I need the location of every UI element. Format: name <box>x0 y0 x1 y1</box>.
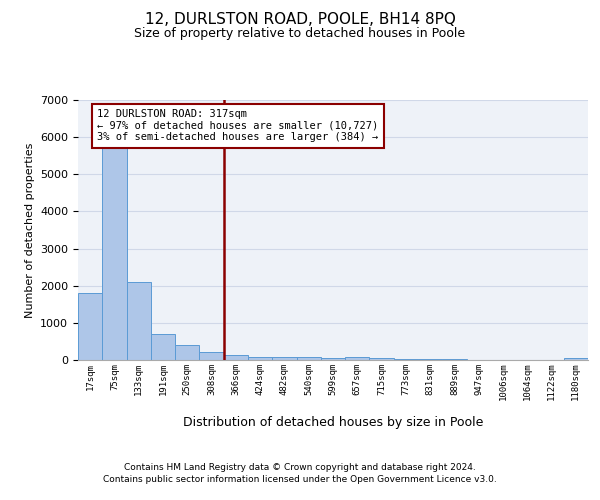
Text: 12, DURLSTON ROAD, POOLE, BH14 8PQ: 12, DURLSTON ROAD, POOLE, BH14 8PQ <box>145 12 455 28</box>
Y-axis label: Number of detached properties: Number of detached properties <box>25 142 35 318</box>
Bar <box>78 293 102 360</box>
Text: Contains public sector information licensed under the Open Government Licence v3: Contains public sector information licen… <box>103 476 497 484</box>
Bar <box>248 356 272 360</box>
Bar <box>564 358 588 360</box>
Bar <box>151 334 175 360</box>
Text: 12 DURLSTON ROAD: 317sqm
← 97% of detached houses are smaller (10,727)
3% of sem: 12 DURLSTON ROAD: 317sqm ← 97% of detach… <box>97 110 379 142</box>
Text: Size of property relative to detached houses in Poole: Size of property relative to detached ho… <box>134 28 466 40</box>
Bar <box>175 345 199 360</box>
Bar <box>224 355 248 360</box>
Bar <box>394 359 418 360</box>
Bar <box>296 358 321 360</box>
Bar <box>321 358 345 360</box>
Bar <box>370 358 394 360</box>
Bar <box>127 282 151 360</box>
Bar <box>102 148 127 360</box>
Bar <box>272 357 296 360</box>
Text: Distribution of detached houses by size in Poole: Distribution of detached houses by size … <box>183 416 483 429</box>
Bar <box>199 352 224 360</box>
Bar <box>345 357 370 360</box>
Text: Contains HM Land Registry data © Crown copyright and database right 2024.: Contains HM Land Registry data © Crown c… <box>124 463 476 472</box>
